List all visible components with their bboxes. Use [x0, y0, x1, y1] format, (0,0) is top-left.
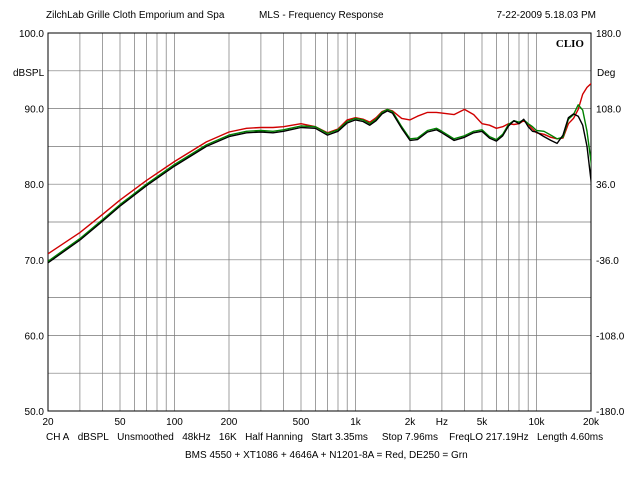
y-tick-label: 100.0: [19, 29, 44, 40]
major-gridlines: [48, 70, 591, 374]
x-tick-label: 20: [42, 417, 54, 428]
settings-line: CH A dBSPL Unsmoothed 48kHz 16K Half Han…: [46, 432, 603, 443]
setting-smoothing: Unsmoothed: [117, 432, 174, 443]
x-tick-label: 100: [166, 417, 183, 428]
x-tick-label: 10k: [528, 417, 545, 428]
x-tick-label: 20k: [583, 417, 600, 428]
x-tick-label: 200: [221, 417, 238, 428]
y2-tick-label: -108.0: [596, 331, 625, 342]
setting-length: Length 4.60ms: [536, 432, 604, 443]
y2-tick-label: 36.0: [596, 180, 616, 191]
green-series-line: [48, 104, 591, 262]
clio-logo: CLIO: [556, 38, 585, 50]
y-tick-label: 90.0: [25, 105, 45, 116]
setting-units: dBSPL: [77, 432, 109, 443]
header-left: ZilchLab Grille Cloth Emporium and Spa: [46, 10, 225, 21]
setting-stop: Stop 7.96ms: [381, 432, 438, 443]
setting-size: 16K: [218, 432, 237, 443]
plot-frame: [47, 32, 592, 412]
y2-tick-label: -180.0: [596, 407, 625, 418]
x-tick-labels: 20 50 100 200 500 1k 2k Hz 5k 10k 20k: [42, 417, 600, 428]
y2-tick-label: 108.0: [596, 105, 621, 116]
caption: BMS 4550 + XT1086 + 4646A + N1201-8A = R…: [185, 450, 468, 461]
x-tick-label: 5k: [477, 417, 489, 428]
y-tick-labels: 50.0 60.0 70.0 80.0 90.0 100.0: [19, 29, 44, 418]
x-tick-label: 1k: [350, 417, 362, 428]
x-tick-label: 50: [114, 417, 126, 428]
y2-tick-label: 180.0: [596, 29, 621, 40]
setting-start: Start 3.35ms: [311, 432, 368, 443]
y-tick-label: 60.0: [25, 331, 45, 342]
header-right: 7-22-2009 5.18.03 PM: [496, 10, 596, 21]
setting-window: Half Hanning: [245, 432, 303, 443]
y-tick-label: 80.0: [25, 180, 45, 191]
setting-channel: CH A: [46, 432, 70, 443]
y2-tick-label: -36.0: [596, 256, 619, 267]
black-series-line: [48, 110, 591, 264]
y2-axis-label: Deg: [597, 68, 615, 79]
x-tick-label: 500: [293, 417, 310, 428]
y2-tick-labels: -180.0 -108.0 -36.0 36.0 108.0 180.0: [596, 29, 625, 418]
x-tick-label: 2k: [405, 417, 417, 428]
x-tick-label: Hz: [436, 417, 448, 428]
series-group: [48, 82, 591, 264]
y-axis-label: dBSPL: [13, 68, 45, 79]
setting-freqlo: FreqLO 217.19Hz: [449, 432, 529, 443]
setting-samplerate: 48kHz: [182, 432, 211, 443]
header-center: MLS - Frequency Response: [259, 10, 384, 21]
y-tick-label: 70.0: [25, 256, 45, 267]
y-tick-label: 50.0: [25, 407, 45, 418]
red-series-line: [48, 82, 591, 255]
